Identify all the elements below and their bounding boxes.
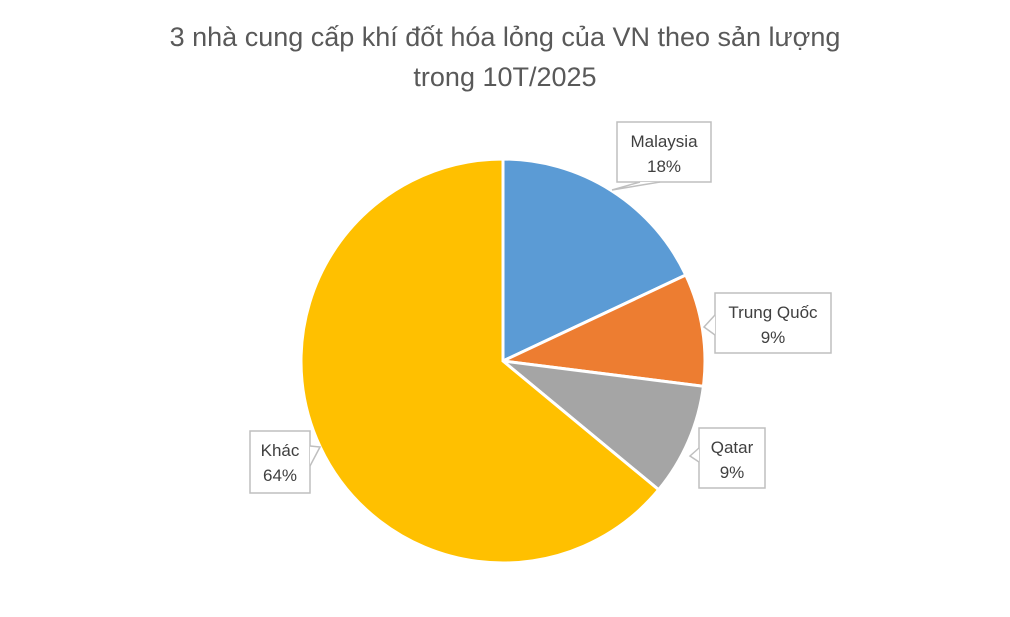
callout-pointer bbox=[611, 181, 661, 191]
data-label-value: 64% bbox=[263, 466, 297, 485]
data-label-value: 18% bbox=[647, 157, 681, 176]
chart-title-line-1: 3 nhà cung cấp khí đốt hóa lỏng của VN t… bbox=[170, 22, 841, 52]
callout-pointer bbox=[702, 314, 716, 336]
pie-slice-trung-quốc bbox=[497, 272, 707, 388]
data-label-category: Qatar bbox=[711, 438, 754, 457]
data-label-value: 9% bbox=[720, 463, 745, 482]
data-label-category: Malaysia bbox=[630, 132, 698, 151]
callout-box bbox=[249, 430, 311, 494]
data-label: Trung Quốc 9% bbox=[702, 292, 832, 354]
data-label-category: Khác bbox=[261, 441, 300, 460]
data-label-value: 9% bbox=[761, 328, 786, 347]
callout-box bbox=[616, 121, 712, 183]
data-label-category: Trung Quốc bbox=[728, 303, 818, 322]
data-label: Khác 64% bbox=[249, 430, 322, 494]
pie-slice-qatar bbox=[498, 358, 706, 492]
callout-pointer bbox=[688, 447, 700, 463]
pie-slice-malaysia bbox=[501, 157, 688, 364]
callout-box bbox=[698, 427, 766, 489]
data-label: Malaysia 18% bbox=[611, 121, 712, 191]
chart-title-line-2: trong 10T/2025 bbox=[413, 62, 596, 92]
data-label: Qatar 9% bbox=[688, 427, 766, 489]
callout-pointer bbox=[309, 445, 322, 467]
